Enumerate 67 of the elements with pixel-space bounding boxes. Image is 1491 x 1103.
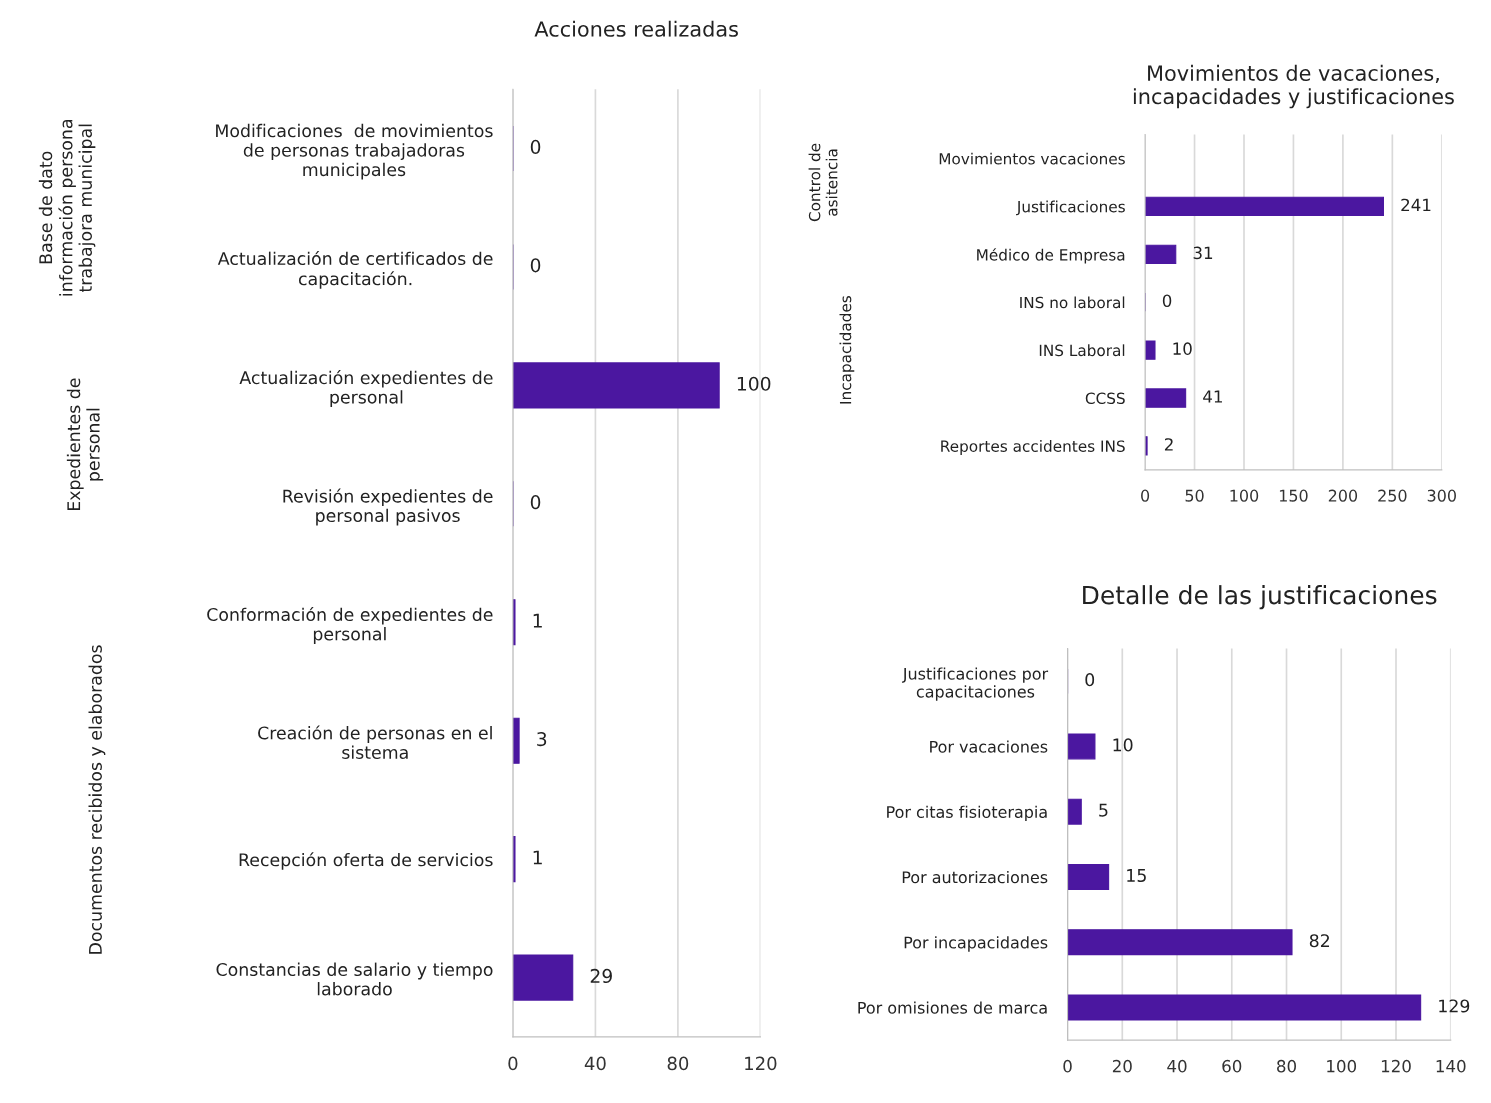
data-label: 15 bbox=[1127, 869, 1146, 883]
y-tick-label: Actualización expedientes de personal bbox=[239, 370, 493, 408]
y-tick-label: INS no laboral bbox=[1020, 296, 1125, 309]
data-label: 5 bbox=[1099, 803, 1108, 817]
x-tick-label: 20 bbox=[1112, 1059, 1132, 1073]
data-label: 3 bbox=[537, 731, 547, 747]
x-tick-label: 40 bbox=[1167, 1059, 1187, 1073]
chart-title: Acciones realizadas bbox=[534, 20, 738, 37]
y-tick-label: Por citas fisioterapia bbox=[887, 805, 1047, 822]
data-label: 29 bbox=[590, 968, 612, 984]
y-tick-label: Recepción oferta de servicios bbox=[239, 852, 493, 870]
data-label: 41 bbox=[1203, 390, 1222, 403]
data-label: 10 bbox=[1113, 738, 1133, 752]
text: Incapacidades bbox=[839, 295, 855, 404]
y-tick-label: Constancias de salario y tiempo laborado bbox=[216, 962, 493, 996]
y-tick-label: Reportes accidentes INS bbox=[941, 440, 1125, 455]
y-tick-label: Por omisiones de marca bbox=[858, 1001, 1047, 1014]
x-tick-label: 120 bbox=[1381, 1059, 1411, 1073]
data-label: 1 bbox=[533, 613, 542, 628]
y-tick-label: Por vacaciones bbox=[930, 740, 1048, 753]
data-label: 10 bbox=[1173, 342, 1192, 355]
data-label: 129 bbox=[1439, 999, 1470, 1013]
data-label: 31 bbox=[1193, 246, 1213, 260]
y-tick-label: CCSS bbox=[1085, 392, 1125, 405]
chart-title: Detalle de las justificaciones bbox=[1083, 585, 1437, 610]
x-tick-label: 80 bbox=[667, 1056, 689, 1071]
data-label: 0 bbox=[1085, 673, 1095, 687]
data-label: 100 bbox=[737, 376, 771, 391]
data-label: 0 bbox=[530, 258, 541, 273]
y-tick-label: Justificaciones bbox=[1016, 200, 1125, 216]
text: Documentos recibidos y elaborados bbox=[88, 645, 106, 954]
text: Control de asitencia bbox=[808, 143, 838, 222]
x-tick-label: 0 bbox=[1141, 489, 1150, 502]
x-tick-label: 0 bbox=[508, 1056, 518, 1071]
data-label: 2 bbox=[1164, 438, 1173, 451]
x-tick-label: 140 bbox=[1436, 1059, 1466, 1073]
x-tick-label: 200 bbox=[1328, 489, 1358, 502]
x-tick-label: 100 bbox=[1230, 489, 1259, 502]
x-tick-label: 250 bbox=[1378, 489, 1407, 502]
x-tick-label: 120 bbox=[745, 1056, 777, 1071]
y-tick-label: Revisión expedientes de personal pasivos bbox=[283, 488, 493, 526]
x-tick-label: 100 bbox=[1327, 1059, 1357, 1073]
chart-title: Movimientos de vacaciones, incapacidades y justificaciones bbox=[1133, 64, 1454, 109]
y-tick-label: Movimientos vacaciones bbox=[939, 152, 1125, 165]
y-tick-label: Actualización de certificados de capacitación. bbox=[217, 250, 493, 289]
x-tick-label: 150 bbox=[1279, 489, 1308, 502]
data-label: 82 bbox=[1309, 934, 1330, 948]
y-tick-label: Justificaciones por capacitaciones bbox=[901, 667, 1049, 701]
text: Expedientes de personal bbox=[66, 378, 104, 511]
data-label: 1 bbox=[533, 850, 542, 865]
x-tick-label: 300 bbox=[1427, 489, 1456, 502]
x-tick-label: 0 bbox=[1063, 1059, 1072, 1073]
y-tick-label: Creación de personas en el sistema bbox=[258, 725, 492, 759]
y-tick-label: INS Laboral bbox=[1039, 344, 1125, 357]
x-tick-label: 40 bbox=[584, 1056, 606, 1071]
data-label: 241 bbox=[1401, 198, 1431, 212]
y-tick-label: Modificaciones de movimientos de personas trabajadoras municipales bbox=[216, 123, 493, 180]
y-tick-label: Conformación de expedientes de personal bbox=[207, 606, 493, 644]
x-tick-label: 60 bbox=[1222, 1059, 1242, 1073]
data-label: 0 bbox=[1162, 294, 1172, 308]
y-tick-label: Médico de Empresa bbox=[977, 248, 1125, 264]
text: Base de dato información persona trabajora municipal bbox=[38, 120, 96, 296]
data-label: 0 bbox=[530, 139, 541, 154]
y-tick-label: Por incapacidades bbox=[904, 936, 1048, 952]
x-tick-label: 80 bbox=[1277, 1059, 1297, 1073]
y-tick-label: Por autorizaciones bbox=[902, 870, 1048, 884]
x-tick-label: 50 bbox=[1185, 489, 1204, 502]
